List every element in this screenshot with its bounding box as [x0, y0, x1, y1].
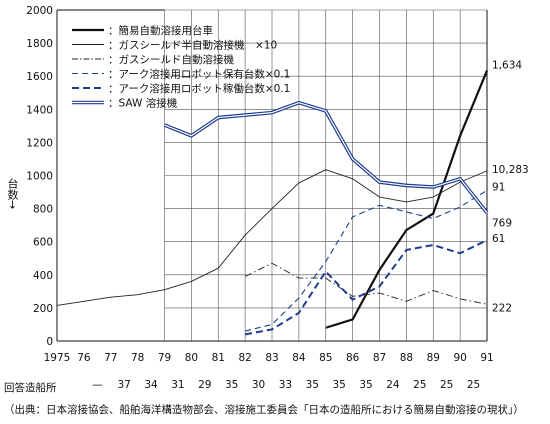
respondent-count: 35 — [359, 379, 372, 391]
series-line-5-inner — [164, 102, 488, 214]
x-tick-label: 79 — [158, 352, 171, 364]
y-tick-label: 600 — [33, 237, 53, 249]
end-labels: 1,634 10,283 222 91 61 769 — [492, 60, 529, 315]
respondent-count: 30 — [252, 379, 265, 391]
x-tick-label: 76 — [77, 352, 91, 364]
respondents-label: 回答造船所 — [4, 382, 57, 394]
x-tick-label: 91 — [480, 352, 493, 364]
y-tick-label: 2000 — [26, 5, 53, 17]
end-label-0: 1,634 — [492, 60, 522, 72]
respondent-count: 25 — [413, 379, 426, 391]
legend-label-4: ：アーク溶接用ロボット稼働台数×0.1 — [108, 82, 290, 95]
respondent-counts: — 37 34 31 29 35 30 33 35 35 35 24 25 25 25 — [92, 379, 480, 391]
end-label-2: 222 — [492, 302, 512, 314]
series-line-0 — [325, 70, 489, 329]
y-tick-label: 0 — [46, 336, 53, 348]
legend-label-2: ：ガスシールド自動溶接機 — [108, 53, 234, 66]
series-line-1 — [56, 169, 488, 306]
end-label-4: 61 — [492, 233, 505, 245]
x-tick-label: 80 — [185, 352, 198, 364]
series-lines — [56, 70, 489, 336]
y-axis-label: 台数→ — [5, 178, 19, 213]
respondent-count: 33 — [279, 379, 292, 391]
series-line-2 — [244, 262, 488, 305]
y-tick-label: 200 — [33, 303, 53, 315]
x-tick-label: 86 — [346, 352, 360, 364]
respondent-count: 25 — [440, 379, 453, 391]
respondent-count: 29 — [198, 379, 211, 391]
y-tick-label: 1800 — [26, 38, 53, 50]
tick-labels: 0 200 400 600 800 1000 1200 1400 1600 1800 2000 197… — [26, 5, 493, 364]
end-label-3: 91 — [492, 181, 505, 193]
x-tick-label: 77 — [104, 352, 117, 364]
legend-label-3: ：アーク溶接用ロボット保有台数×0.1 — [108, 68, 290, 81]
x-tick-label: 83 — [265, 352, 278, 364]
x-tick-label: 90 — [453, 352, 466, 364]
legend-label-0: ：簡易自動溶接用台車 — [108, 24, 213, 37]
legend-label-1: ：ガスシールド半自動溶接機 ×10 — [108, 39, 277, 52]
axes — [56, 9, 488, 342]
x-tick-label: 89 — [427, 352, 440, 364]
respondent-count: — — [92, 379, 103, 391]
respondent-count: 34 — [144, 379, 158, 391]
series-line-3 — [244, 189, 488, 332]
respondent-count: 25 — [467, 379, 480, 391]
x-tick-label: 82 — [238, 352, 251, 364]
x-tick-label: 1975 — [44, 352, 71, 364]
y-tick-label: 1000 — [26, 171, 53, 183]
y-tick-label: 800 — [33, 204, 53, 216]
x-tick-label: 81 — [212, 352, 225, 364]
x-tick-label: 87 — [373, 352, 386, 364]
series-line-4 — [244, 239, 488, 336]
respondent-count: 35 — [306, 379, 319, 391]
y-tick-label: 400 — [33, 270, 53, 282]
respondent-count: 37 — [118, 379, 131, 391]
legend-label-5: ：SAW 溶接機 — [108, 97, 178, 110]
x-tick-label: 84 — [292, 352, 306, 364]
y-tick-label: 1600 — [26, 71, 53, 83]
x-tick-label: 85 — [319, 352, 332, 364]
y-tick-label: 1200 — [26, 137, 53, 149]
legend: ：簡易自動溶接用台車 ：ガスシールド半自動溶接機 ×10：ガスシールド自動溶接機 ：… — [72, 24, 290, 110]
respondent-count: 31 — [171, 379, 184, 391]
x-tick-label: 78 — [131, 352, 144, 364]
x-tick-label: 88 — [400, 352, 413, 364]
y-tick-label: 1400 — [26, 104, 53, 116]
respondent-count: 35 — [225, 379, 238, 391]
end-label-5: 769 — [492, 218, 512, 230]
end-label-1: 10,283 — [492, 164, 529, 176]
y-axis-label-text: 台数→ — [6, 178, 19, 210]
source-note: （出典：日本溶接協会、船舶海洋構造物部会、溶接施工委員会「日本の造船所における簡… — [4, 404, 524, 416]
respondent-count: 24 — [386, 379, 400, 391]
respondent-count: 35 — [333, 379, 346, 391]
